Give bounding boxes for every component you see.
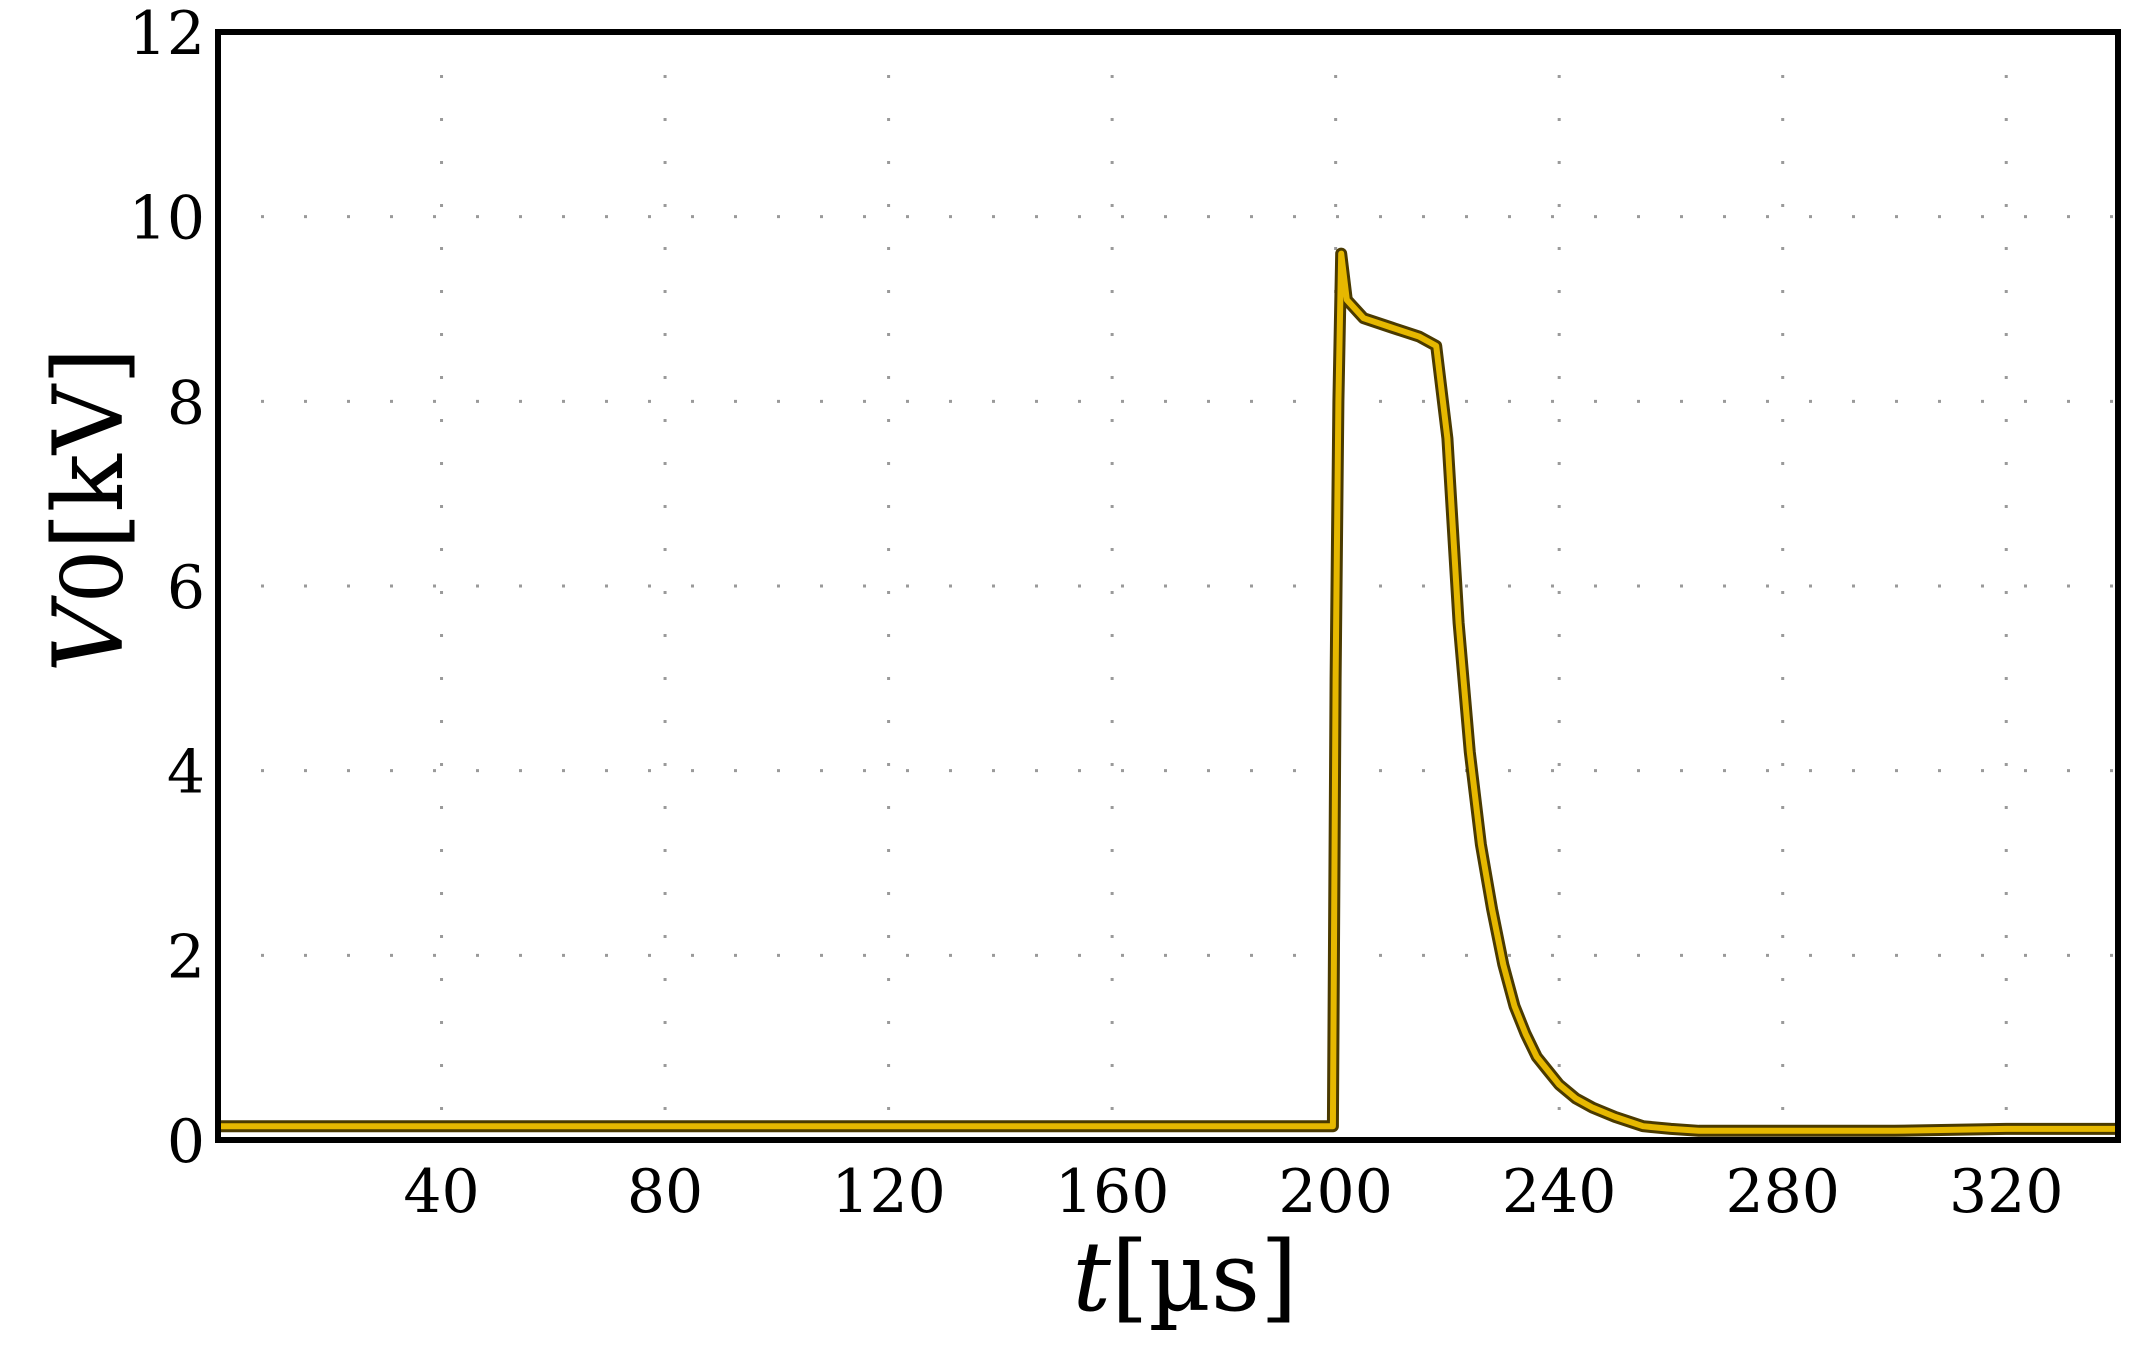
series-point [1445,436,1450,441]
series-point [1330,1124,1335,1129]
series-point [1501,962,1506,967]
x-axis-unit: [µs] [1111,1221,1298,1333]
series-point [1322,1124,1327,1129]
series-point [2004,1126,2009,1131]
plot-area [216,247,2120,1137]
x-tick-label: 160 [1055,1157,1170,1227]
series-point [998,1124,1003,1129]
series-point [1590,1105,1595,1110]
plot-frame [215,29,2121,1143]
series-point [1696,1128,1701,1133]
series-point [1780,1128,1785,1133]
y-tick-label: 4 [167,738,205,808]
series-point [1546,1068,1550,1073]
series-point [1613,1114,1618,1119]
series-line-shadow [218,247,2118,1137]
series-point [1336,399,1341,404]
series-point [551,1124,556,1129]
series-point [1523,1031,1528,1036]
series-point [774,1124,779,1129]
grid [218,32,2118,1140]
x-tick-labels: 40 80 120 160 200 240 280 320 [403,1157,2063,1227]
y-tick-label: 10 [129,184,205,254]
series-point [1512,1004,1517,1009]
series-point [1434,343,1439,348]
series-point [1534,1054,1539,1059]
y-axis-sub: 0 [44,550,142,603]
x-axis-label: t[µs] [1072,1221,1297,1333]
y-tick-labels: 0 2 4 6 8 10 12 [129,0,205,1177]
series-point [886,1124,891,1129]
series-point [327,1124,332,1129]
series-point [1339,251,1344,256]
series-point [1344,297,1349,302]
y-tick-label: 0 [167,1107,205,1177]
series-point [439,1124,444,1129]
series-point [1333,676,1338,681]
series-point [1389,325,1394,330]
x-tick-label: 200 [1278,1157,1393,1227]
series-point [1490,907,1495,912]
y-tick-label: 12 [129,0,205,69]
series-point [1361,316,1366,321]
series-point [1892,1128,1897,1133]
x-tick-label: 40 [403,1157,479,1227]
series-point [1573,1096,1578,1101]
x-tick-label: 120 [831,1157,946,1227]
x-tick-label: 240 [1502,1157,1617,1227]
y-tick-label: 6 [167,553,205,623]
series-point [1456,620,1461,625]
series-point [1557,1082,1562,1087]
series-point [1417,334,1422,339]
x-tick-label: 280 [1725,1157,1840,1227]
series-point [1467,750,1472,755]
series-point [1221,1124,1226,1129]
x-axis-var: t [1072,1221,1111,1333]
y-axis-label: V0[kV] [33,347,145,672]
series-line [218,250,2118,1134]
x-tick-label: 80 [627,1157,703,1227]
series-point [1110,1124,1115,1129]
series-point [1668,1126,1673,1131]
y-axis-unit: [kV] [33,347,145,549]
y-axis-var: V [33,595,145,673]
series-point [1478,842,1483,847]
x-tick-label: 320 [1949,1157,2064,1227]
y-tick-label: 2 [167,922,205,992]
series-point [1641,1124,1645,1129]
y-tick-label: 8 [167,368,205,438]
series-point [663,1124,668,1129]
